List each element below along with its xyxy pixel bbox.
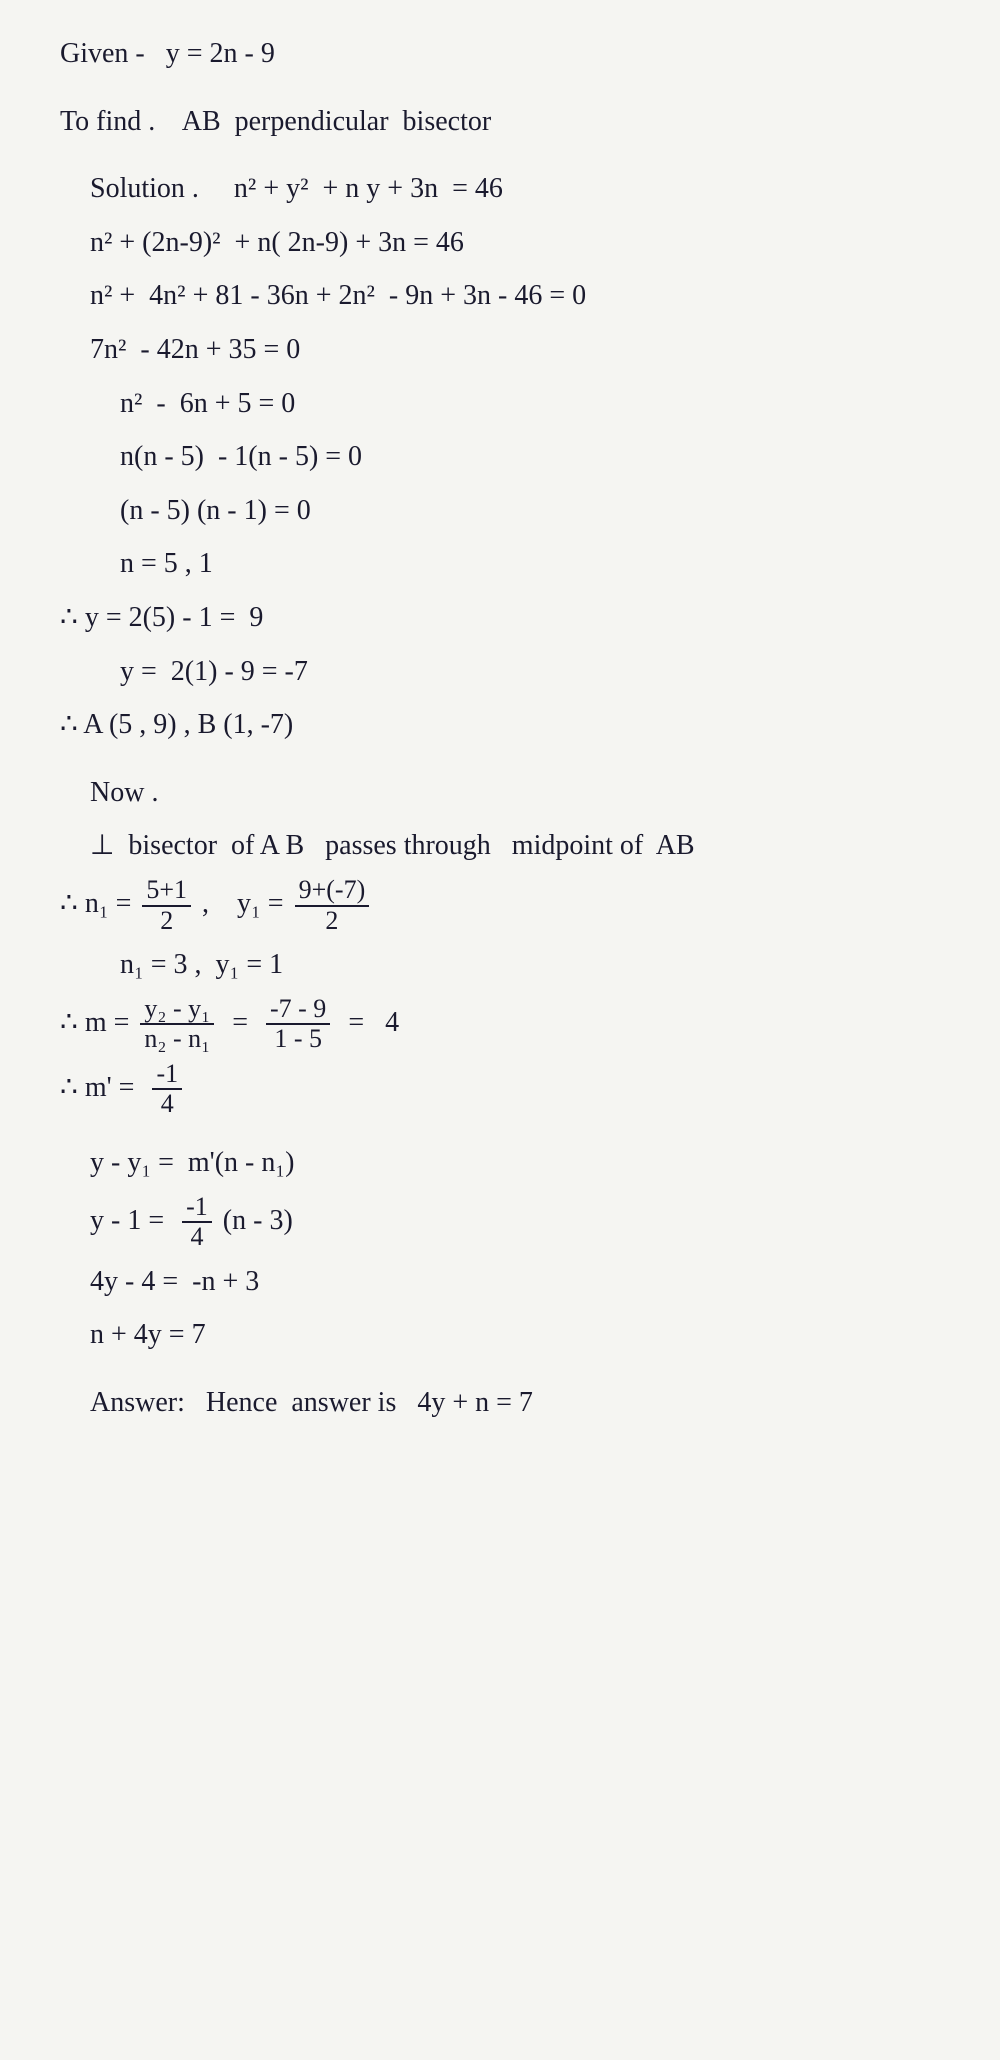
eq3-line: n² + 4n² + 81 - 36n + 2n² - 9n + 3n - 46…	[60, 272, 960, 320]
line-eq2-num: -1	[182, 1193, 212, 1224]
slope-result: = 4	[334, 1007, 399, 1038]
mid-result-line: n₁ = 3 , y₁ = 1	[60, 941, 960, 989]
line-eq3-text: 4y - 4 = -n + 3	[90, 1266, 259, 1297]
mid-frac2: 9+(-7)2	[295, 876, 370, 935]
eq7-line: (n - 5) (n - 1) = 0	[60, 487, 960, 535]
line-eq1-text: y - y₁ = m'(n - n₁)	[90, 1147, 294, 1178]
answer-label: Answer:	[90, 1387, 185, 1418]
eq3: n² + 4n² + 81 - 36n + 2n² - 9n + 3n - 46…	[90, 280, 586, 311]
points-line: ∴ A (5 , 9) , B (1, -7)	[60, 701, 960, 749]
tofind-line: To find . AB perpendicular bisector	[60, 98, 960, 146]
eq1: n² + y² + n y + 3n = 46	[234, 173, 503, 204]
eq2-line: n² + (2n-9)² + n( 2n-9) + 3n = 46	[60, 219, 960, 267]
line-eq2-den: 4	[182, 1223, 212, 1252]
slope-line: ∴ m = y₂ - y₁n₂ - n₁ = -7 - 91 - 5 = 4	[60, 995, 960, 1054]
line-eq4: n + 4y = 7	[60, 1311, 960, 1359]
given-line: Given - y = 2n - 9	[60, 30, 960, 78]
mid-frac2-den: 2	[295, 907, 370, 936]
eq10: y = 2(1) - 9 = -7	[120, 656, 308, 687]
eq5: n² - 6n + 5 = 0	[120, 388, 295, 419]
mprime-line: ∴ m' = -14	[60, 1060, 960, 1119]
line-eq3: 4y - 4 = -n + 3	[60, 1258, 960, 1306]
slope-frac1-num: y₂ - y₁	[140, 995, 214, 1026]
mprime-prefix: ∴ m' =	[60, 1072, 148, 1103]
midpoint-line: ∴ n₁ = 5+12 , y₁ = 9+(-7)2	[60, 876, 960, 935]
slope-frac2: -7 - 91 - 5	[266, 995, 330, 1054]
line-eq2: y - 1 = -14 (n - 3)	[60, 1193, 960, 1252]
line-eq2-prefix: y - 1 =	[90, 1205, 178, 1236]
tofind-text: AB perpendicular bisector	[182, 106, 491, 137]
eq6: n(n - 5) - 1(n - 5) = 0	[120, 441, 362, 472]
slope-frac2-den: 1 - 5	[266, 1025, 330, 1054]
slope-prefix: ∴ m =	[60, 1007, 136, 1038]
line-eq1: y - y₁ = m'(n - n₁)	[60, 1139, 960, 1187]
mid-frac2-num: 9+(-7)	[295, 876, 370, 907]
eq4: 7n² - 42n + 35 = 0	[90, 334, 300, 365]
answer-line: Answer: Hence answer is 4y + n = 7	[60, 1379, 960, 1427]
solution-label: Solution .	[90, 173, 199, 204]
mid-result: n₁ = 3 , y₁ = 1	[120, 949, 283, 980]
mid-sep: , y₁ =	[195, 888, 291, 919]
eq7: (n - 5) (n - 1) = 0	[120, 495, 311, 526]
eq8-line: n = 5 , 1	[60, 540, 960, 588]
given-label: Given -	[60, 38, 145, 69]
eq10-line: y = 2(1) - 9 = -7	[60, 648, 960, 696]
line-eq4-text: n + 4y = 7	[90, 1319, 206, 1350]
slope-frac1-den: n₂ - n₁	[140, 1025, 214, 1054]
points: ∴ A (5 , 9) , B (1, -7)	[60, 709, 293, 740]
mprime-num: -1	[152, 1060, 182, 1091]
slope-frac1: y₂ - y₁n₂ - n₁	[140, 995, 214, 1054]
eq4-line: 7n² - 42n + 35 = 0	[60, 326, 960, 374]
eq9: ∴ y = 2(5) - 1 = 9	[60, 602, 263, 633]
slope-eq1: =	[218, 1007, 262, 1038]
slope-frac2-num: -7 - 9	[266, 995, 330, 1026]
line-eq2-suffix: (n - 3)	[216, 1205, 293, 1236]
solution-line: Solution . n² + y² + n y + 3n = 46	[60, 165, 960, 213]
mprime-den: 4	[152, 1090, 182, 1119]
given-eq: y = 2n - 9	[166, 38, 275, 69]
mprime-frac: -14	[152, 1060, 182, 1119]
mid-frac1-num: 5+1	[142, 876, 191, 907]
mid-frac1-den: 2	[142, 907, 191, 936]
eq5-line: n² - 6n + 5 = 0	[60, 380, 960, 428]
now-label: Now .	[90, 777, 158, 808]
now-line: Now .	[60, 769, 960, 817]
eq8: n = 5 , 1	[120, 548, 213, 579]
mid-frac1: 5+12	[142, 876, 191, 935]
eq6-line: n(n - 5) - 1(n - 5) = 0	[60, 433, 960, 481]
bisector-line: ⊥ bisector of A B passes through midpoin…	[60, 822, 960, 870]
answer-text: Hence answer is 4y + n = 7	[206, 1387, 533, 1418]
mid-prefix: ∴ n₁ =	[60, 888, 138, 919]
eq9-line: ∴ y = 2(5) - 1 = 9	[60, 594, 960, 642]
bisector-text: ⊥ bisector of A B passes through midpoin…	[90, 830, 695, 861]
line-eq2-frac: -14	[182, 1193, 212, 1252]
eq2: n² + (2n-9)² + n( 2n-9) + 3n = 46	[90, 227, 464, 258]
tofind-label: To find .	[60, 106, 155, 137]
